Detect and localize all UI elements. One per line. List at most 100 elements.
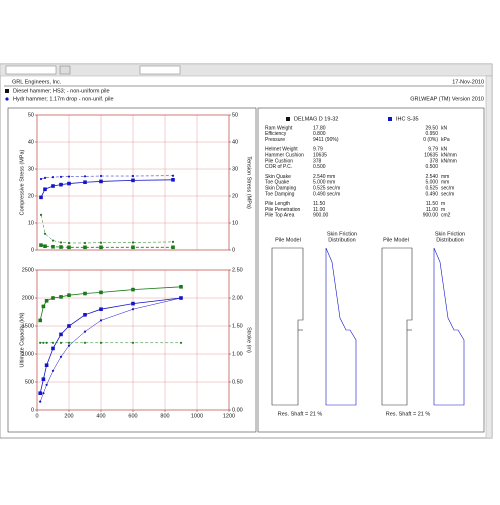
param-left: 900.00	[313, 213, 329, 219]
param-label: Toe Damping	[265, 191, 295, 197]
data-point	[131, 245, 135, 250]
param-right: 11.00	[426, 207, 438, 213]
param-label: Skin Quake	[265, 174, 291, 180]
data-point	[83, 245, 87, 250]
param-label: Toe Quake	[265, 180, 289, 186]
param-right: 11.50	[426, 201, 438, 207]
data-point	[131, 241, 135, 244]
data-point	[131, 174, 135, 178]
param-left: 11.50	[313, 201, 325, 207]
y2-tick-label: 40	[232, 139, 238, 145]
data-point	[51, 341, 55, 344]
data-point	[131, 178, 135, 183]
data-point	[43, 176, 47, 180]
data-point	[43, 244, 47, 249]
scrollbar[interactable]	[485, 75, 493, 439]
toolbar-dropdown[interactable]	[139, 65, 181, 75]
chart-panel	[7, 107, 257, 433]
data-point	[39, 400, 42, 403]
x-tick-label: 600	[128, 413, 137, 419]
friction-label: Skin Friction	[327, 231, 357, 237]
param-right: 2.540	[425, 174, 438, 180]
toolbar	[0, 63, 493, 77]
y2-tick-label: 0.00	[232, 407, 243, 413]
data-point	[99, 290, 103, 295]
hammer-name: IHC S-35	[396, 116, 419, 122]
data-point	[51, 184, 55, 188]
data-point	[45, 383, 48, 386]
param-right: 0.490	[425, 191, 438, 197]
y-tick-label: 20	[28, 193, 34, 199]
param-label: Helmet Weight	[265, 147, 298, 153]
y-tick-label: 0	[31, 247, 34, 253]
data-point	[59, 175, 63, 178]
data-point	[44, 299, 49, 303]
y2-tick-label: 2.00	[232, 295, 243, 301]
param-left: 5.000 mm	[313, 180, 335, 186]
data-point	[51, 176, 55, 179]
data-point	[43, 232, 47, 235]
param-left: 0.490 sec/m	[313, 191, 340, 197]
pile-model-label: Pile Model	[383, 237, 409, 243]
data-point	[179, 285, 183, 289]
data-point	[99, 245, 103, 250]
param-left: 9.79	[313, 147, 323, 153]
y-axis-title: Ultimate Capacity (kN)	[19, 312, 25, 367]
data-point	[131, 341, 135, 344]
data-point	[41, 377, 46, 381]
param-unit: sec/m	[441, 191, 454, 197]
data-point	[83, 241, 87, 245]
date: 17-Nov-2010	[452, 79, 484, 85]
data-point	[59, 341, 63, 344]
data-point	[39, 243, 43, 247]
toolbar-button[interactable]	[59, 65, 71, 75]
data-point	[67, 324, 71, 328]
data-point	[38, 318, 42, 323]
param-right: 5.000	[425, 180, 438, 186]
y2-tick-label: 30	[232, 166, 238, 172]
series-line	[39, 286, 182, 321]
data-point	[42, 341, 45, 344]
param-unit: kN/mm	[441, 153, 457, 159]
chart: 0 10 20 30 40 50 0 10 20 30 40 50 Compressive Stress…	[19, 112, 251, 253]
x-tick-label: 1000	[191, 413, 203, 419]
data-point	[51, 369, 55, 372]
param-right: 0.950	[425, 131, 438, 137]
data-point	[171, 178, 175, 182]
param-left: 0.800	[313, 131, 326, 137]
data-point	[67, 241, 71, 245]
data-point	[99, 179, 103, 184]
param-left: 17.80	[313, 125, 326, 131]
y-tick-label: 500	[25, 379, 34, 385]
data-point	[131, 301, 135, 306]
toolbar-dropdown[interactable]	[5, 65, 57, 75]
param-unit: mm	[441, 174, 449, 180]
data-point	[43, 187, 47, 192]
friction-label: Distribution	[328, 237, 356, 243]
data-point	[67, 245, 71, 250]
x-tick-label: 400	[96, 413, 105, 419]
data-point	[99, 319, 103, 322]
data-point	[59, 295, 63, 299]
x-tick-label: 800	[160, 413, 169, 419]
y-axis-title: Compressive Stress (MPa)	[19, 149, 25, 215]
data-point	[179, 341, 183, 344]
y2-axis-title: Tension Stress (MPa)	[246, 156, 252, 209]
x-tick-label: 0	[35, 413, 38, 419]
y2-tick-label: 1.00	[232, 351, 243, 357]
data-point	[171, 240, 175, 243]
series-line	[40, 175, 174, 180]
friction-label: Distribution	[436, 237, 464, 243]
data-point	[99, 307, 103, 311]
data-point	[131, 287, 135, 292]
plot-frame	[36, 269, 230, 411]
x-tick-label: 1200	[223, 413, 235, 419]
y2-tick-label: 20	[232, 193, 238, 199]
pile-model-label: Pile Model	[275, 237, 301, 243]
data-point	[99, 241, 103, 244]
param-label: Pile Length	[265, 201, 290, 207]
data-point	[45, 341, 48, 344]
series-line	[39, 297, 182, 394]
param-right: 378	[430, 158, 439, 164]
y-tick-label: 2500	[22, 267, 34, 273]
